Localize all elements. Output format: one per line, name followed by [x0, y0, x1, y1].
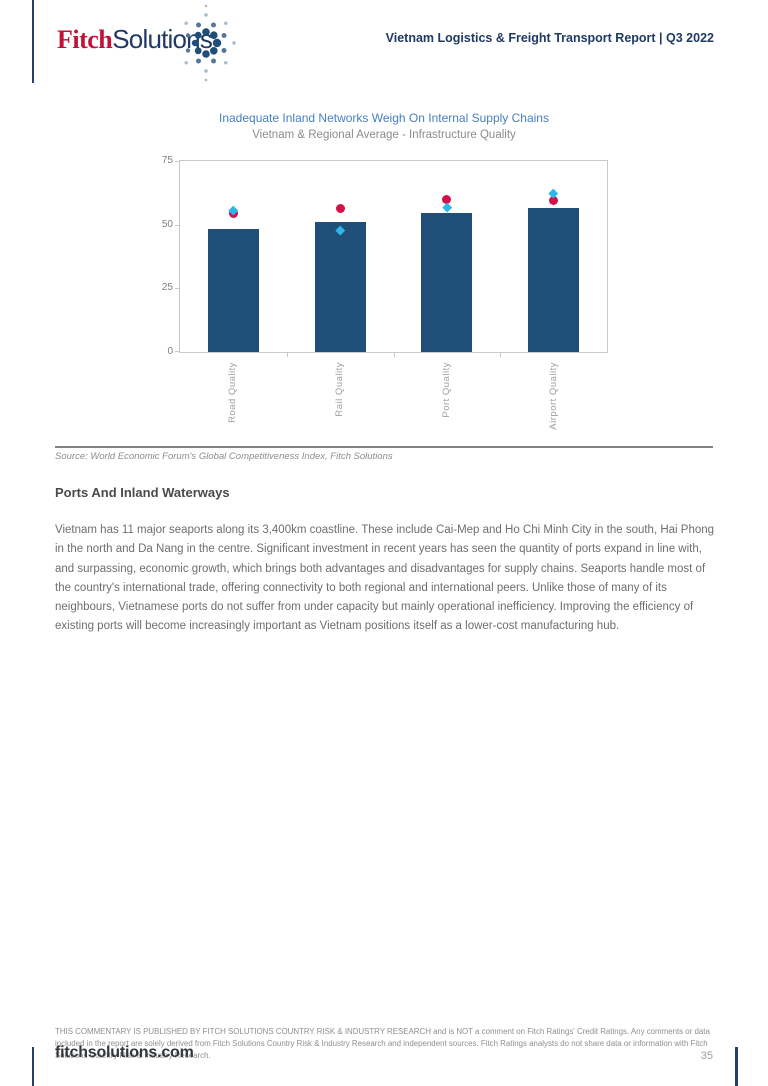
bar	[314, 222, 366, 352]
body-paragraph: Vietnam has 11 major seaports along its …	[55, 524, 715, 633]
page-edge-accent-bottom-right	[735, 1047, 738, 1086]
section-heading: Ports And Inland Waterways	[55, 485, 230, 500]
logo-wordmark-fitch: Fitch	[57, 25, 113, 54]
page-edge-accent-top-left	[32, 0, 34, 83]
bar	[421, 213, 473, 352]
chart-plot-area: 0 25 50 75 Road Quality Rail Quality Port Qual…	[162, 155, 608, 430]
fitch-solutions-logo: FitchSolutions	[57, 24, 213, 55]
report-title: Vietnam Logistics & Freight Transport Re…	[385, 31, 714, 45]
footer-disclaimer: THIS COMMENTARY IS PUBLISHED BY FITCH SO…	[55, 1027, 710, 1060]
y-axis-tick-label: 0	[167, 346, 173, 357]
x-axis-label: Port Quality	[440, 362, 452, 418]
bar	[207, 228, 259, 352]
chart-source-divider	[55, 446, 713, 448]
page-edge-accent-bottom-left	[32, 1047, 34, 1086]
marker-circle	[549, 195, 559, 205]
marker-circle	[335, 203, 345, 213]
y-axis-tick	[175, 161, 180, 162]
bar	[528, 208, 580, 352]
chart-title: Inadequate Inland Networks Weigh On Inte…	[219, 111, 549, 125]
marker-diamond	[442, 202, 452, 212]
y-axis-tick-label: 50	[161, 218, 173, 230]
page-number: 35	[700, 1050, 713, 1062]
y-axis-tick	[175, 224, 180, 226]
x-axis-tick	[393, 352, 395, 357]
y-axis-tick-label: 25	[161, 282, 173, 294]
fitch-burst-icon	[184, 4, 236, 82]
x-axis-label: Airport Quality	[547, 362, 559, 430]
x-axis-tick	[500, 352, 502, 357]
y-axis-tick	[175, 351, 180, 352]
x-axis-label: Rail Quality	[334, 362, 346, 417]
x-axis-tick	[286, 352, 288, 357]
x-axis-label: Road Quality	[227, 362, 239, 423]
chart-subtitle: Vietnam & Regional Average - Infrastruct…	[252, 129, 516, 141]
marker-circle	[442, 194, 452, 204]
y-axis-tick-label: 75	[161, 155, 173, 166]
y-axis-tick	[175, 288, 180, 290]
chart-source: Source: World Economic Forum's Global Co…	[55, 451, 393, 462]
footer-site-link[interactable]: fitchsolutions.com	[55, 1044, 194, 1061]
